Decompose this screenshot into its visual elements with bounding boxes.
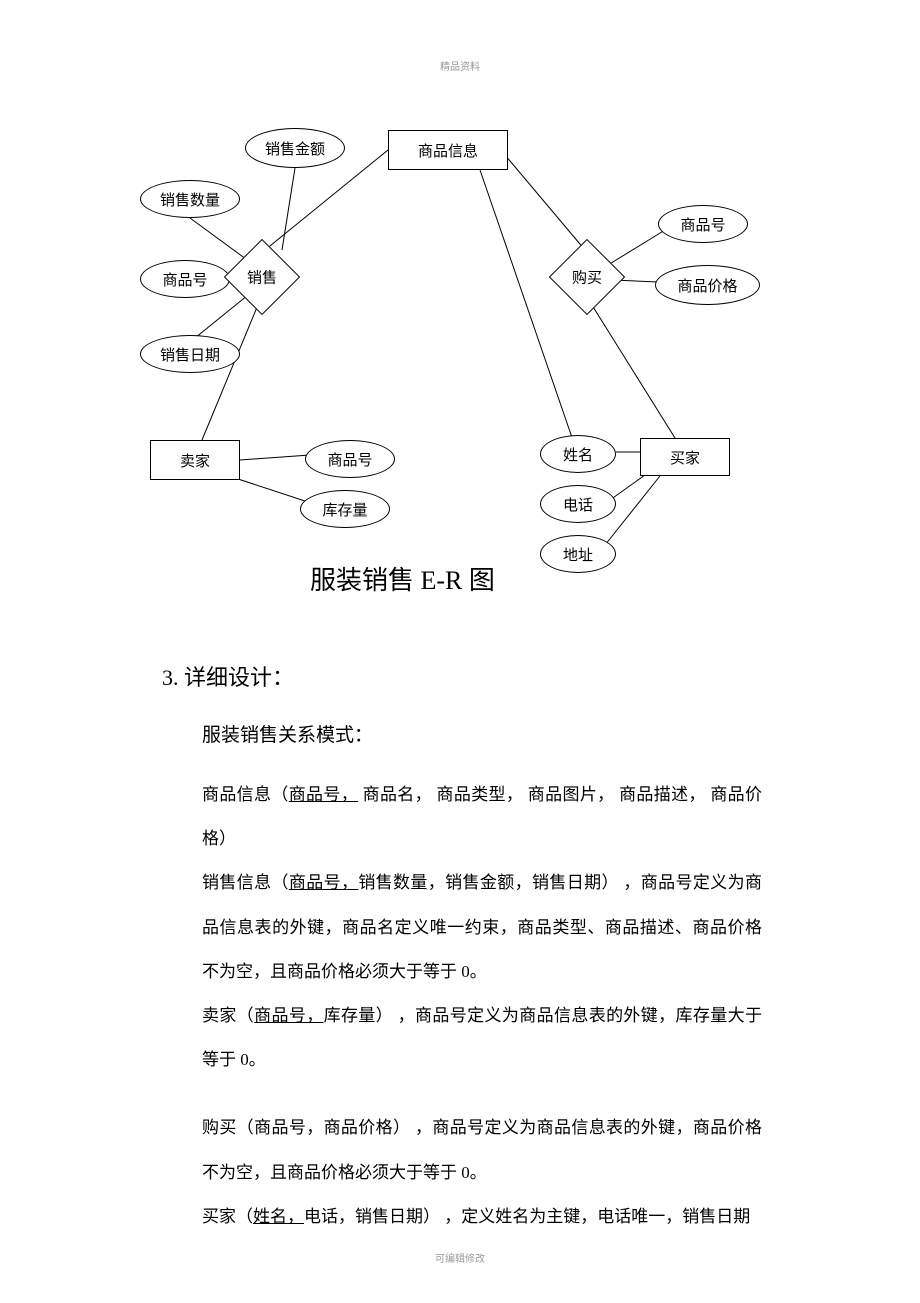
text: 电话，销售日期） ，定义姓名为主键，电话唯一，销售日期 bbox=[304, 1207, 750, 1226]
attribute-address: 地址 bbox=[540, 535, 616, 573]
underlined-key: 商品号， bbox=[289, 785, 358, 804]
page-header: 精品资料 bbox=[440, 58, 480, 73]
section-heading: 3. 详细设计： bbox=[162, 660, 762, 692]
text: 商品信息（ bbox=[202, 785, 289, 804]
underlined-key: 商品号， bbox=[289, 873, 358, 892]
attribute-product_id_1: 商品号 bbox=[140, 260, 230, 298]
page-footer: 可编辑修改 bbox=[435, 1250, 485, 1265]
relationship-sale: 销售 bbox=[235, 250, 289, 304]
underlined-key: 姓名， bbox=[253, 1207, 304, 1226]
attribute-product_id_2: 商品号 bbox=[305, 440, 395, 478]
text: 买家（ bbox=[202, 1207, 253, 1226]
diagram-title: 服装销售 E-R 图 bbox=[310, 560, 495, 597]
attribute-product_price: 商品价格 bbox=[655, 265, 760, 305]
attribute-sale_amount: 销售金额 bbox=[245, 128, 345, 168]
attribute-sale_date: 销售日期 bbox=[140, 335, 240, 373]
attribute-product_id_3: 商品号 bbox=[658, 205, 748, 243]
entity-product_info: 商品信息 bbox=[388, 130, 508, 170]
content-area: 3. 详细设计： 服装销售关系模式： 商品信息（商品号， 商品名， 商品类型， … bbox=[162, 660, 762, 1239]
paragraph-5: 买家（姓名，电话，销售日期） ，定义姓名为主键，电话唯一，销售日期 bbox=[202, 1195, 762, 1239]
attribute-phone: 电话 bbox=[540, 485, 616, 523]
attribute-sale_qty: 销售数量 bbox=[140, 180, 240, 218]
paragraph-1: 商品信息（商品号， 商品名， 商品类型， 商品图片， 商品描述， 商品价格） bbox=[202, 773, 762, 861]
section-subheading: 服装销售关系模式： bbox=[202, 720, 762, 747]
attribute-name: 姓名 bbox=[540, 435, 616, 473]
paragraph-2: 销售信息（商品号，销售数量，销售金额，销售日期） ，商品号定义为商品信息表的外键… bbox=[202, 861, 762, 994]
body-text: 商品信息（商品号， 商品名， 商品类型， 商品图片， 商品描述， 商品价格） 销… bbox=[202, 773, 762, 1239]
attribute-stock: 库存量 bbox=[300, 490, 390, 528]
entity-seller: 卖家 bbox=[150, 440, 240, 480]
text: 销售信息（ bbox=[202, 873, 289, 892]
paragraph-4: 购买（商品号，商品价格） ，商品号定义为商品信息表的外键，商品价格不为空，且商品… bbox=[202, 1106, 762, 1194]
relationship-purchase: 购买 bbox=[560, 250, 614, 304]
underlined-key: 商品号， bbox=[254, 1006, 323, 1025]
er-diagram: 商品信息卖家买家销售金额销售数量商品号销售日期商品号库存量商品号商品价格姓名电话… bbox=[130, 120, 810, 600]
entity-buyer: 买家 bbox=[640, 438, 730, 476]
text: 卖家（ bbox=[202, 1006, 254, 1025]
paragraph-3: 卖家（商品号，库存量） ，商品号定义为商品信息表的外键，库存量大于等于 0。 bbox=[202, 994, 762, 1082]
